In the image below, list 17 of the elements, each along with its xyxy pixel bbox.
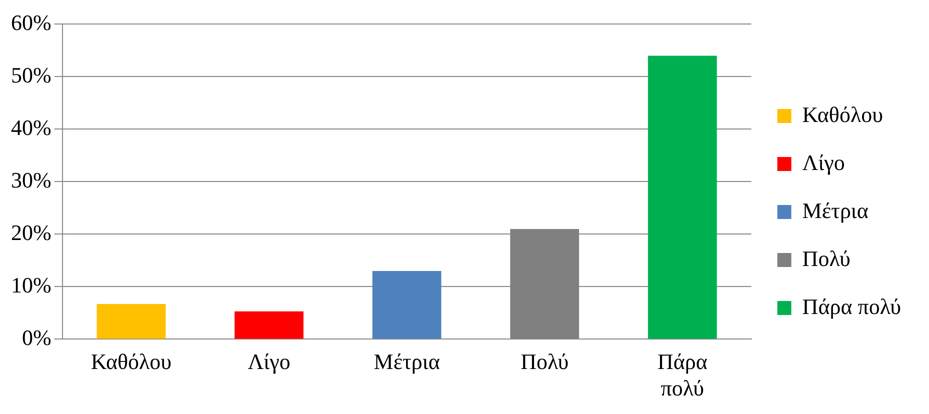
y-tick-label: 50% <box>11 62 52 88</box>
x-tick-label: Μέτρια <box>374 349 440 374</box>
y-tick-label: 40% <box>11 114 52 140</box>
x-tick-label: Πολύ <box>520 349 569 374</box>
legend-label: Λίγο <box>802 150 845 175</box>
y-tick-label: 0% <box>22 324 52 350</box>
x-tick-label: Πάρα πολύ <box>657 349 708 401</box>
y-tick-label: 60% <box>11 10 52 35</box>
legend-label: Πολύ <box>802 246 850 271</box>
y-tick-label: 30% <box>11 167 52 192</box>
x-tick-label: Λίγο <box>248 349 290 374</box>
y-tick-label: 20% <box>11 220 52 245</box>
legend-label: Καθόλου <box>802 102 884 127</box>
y-tick-label: 10% <box>11 272 52 298</box>
legend-label: Μέτρια <box>802 198 869 223</box>
legend-label: Πάρα πολύ <box>802 294 902 319</box>
x-tick-label: Καθόλου <box>90 349 172 374</box>
